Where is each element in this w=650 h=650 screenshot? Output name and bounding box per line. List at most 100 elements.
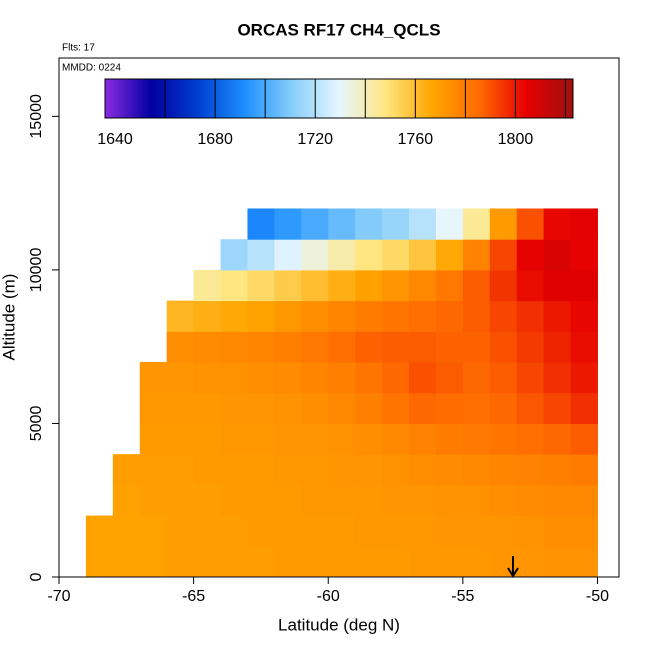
heatmap-cell (193, 269, 222, 302)
heatmap-cell (382, 239, 410, 271)
heatmap-cell (516, 546, 545, 578)
heatmap-cell (301, 239, 329, 271)
heatmap-cell (355, 515, 383, 547)
y-tick-label: 5000 (28, 406, 45, 442)
heatmap-cell (274, 331, 302, 363)
x-tick-label: -65 (182, 588, 205, 605)
heatmap-cell (462, 362, 491, 394)
heatmap-cell (543, 362, 572, 394)
heatmap-cell (112, 454, 141, 486)
heatmap-cell (274, 269, 302, 302)
heatmap-cell (247, 300, 275, 332)
heatmap (85, 208, 598, 578)
heatmap-cell (462, 208, 491, 240)
heatmap-cell (301, 546, 329, 578)
heatmap-cell (516, 423, 545, 455)
heatmap-cell (301, 515, 329, 547)
heatmap-cell (247, 331, 275, 363)
heatmap-cell (543, 300, 572, 332)
colorbar-tick-label: 1640 (97, 131, 133, 148)
heatmap-cell (409, 546, 437, 578)
heatmap-cell (328, 269, 356, 302)
heatmap-cell (382, 208, 410, 240)
heatmap-cell (462, 515, 491, 547)
heatmap-cell (409, 392, 437, 424)
heatmap-cell (435, 515, 464, 547)
heatmap-cell (112, 515, 141, 547)
heatmap-cell (193, 454, 222, 486)
heatmap-cell (570, 331, 598, 363)
heatmap-cell (220, 484, 248, 517)
heatmap-cell (166, 300, 195, 332)
heatmap-cell (220, 546, 248, 578)
heatmap-cell (570, 362, 598, 394)
heatmap-cell (328, 208, 356, 240)
heatmap-cell (462, 331, 491, 363)
heatmap-cell (570, 300, 598, 332)
heatmap-cell (112, 484, 141, 517)
heatmap-cell (462, 239, 491, 271)
y-tick-label: 0 (28, 572, 45, 581)
heatmap-cell (543, 269, 572, 302)
heatmap-cell (274, 208, 302, 240)
heatmap-cell (543, 423, 572, 455)
heatmap-cell (220, 515, 248, 547)
heatmap-cell (543, 454, 572, 486)
heatmap-cell (489, 239, 518, 271)
heatmap-cell (274, 239, 302, 271)
heatmap-cell (193, 362, 222, 394)
heatmap-cell (274, 546, 302, 578)
heatmap-cell (435, 208, 464, 240)
heatmap-cell (516, 239, 545, 271)
heatmap-cell (570, 454, 598, 486)
heatmap-cell (193, 300, 222, 332)
heatmap-cell (489, 454, 518, 486)
heatmap-cell (220, 423, 248, 455)
heatmap-cell (166, 515, 195, 547)
heatmap-cell (382, 515, 410, 547)
heatmap-cell (543, 331, 572, 363)
heatmap-cell (247, 515, 275, 547)
heatmap-cell (301, 269, 329, 302)
heatmap-cell (193, 331, 222, 363)
heatmap-cell (543, 392, 572, 424)
heatmap-cell (382, 331, 410, 363)
heatmap-cell (355, 392, 383, 424)
heatmap-cell (516, 300, 545, 332)
overlay: 1640 1680 1720 1760 1800 -70 -65 -60 -55 -50 0 5000… (28, 57, 620, 605)
heatmap-cell (409, 362, 437, 394)
heatmap-cell (328, 454, 356, 486)
heatmap-cell (462, 454, 491, 486)
heatmap-cell (166, 454, 195, 486)
heatmap-cell (516, 392, 545, 424)
heatmap-cell (516, 484, 545, 517)
heatmap-cell (193, 423, 222, 455)
heatmap-cell (220, 392, 248, 424)
heatmap-cell (166, 362, 195, 394)
heatmap-cell (328, 546, 356, 578)
heatmap-cell (543, 484, 572, 517)
heatmap-cell (139, 362, 168, 394)
heatmap-cell (274, 423, 302, 455)
annotation: MMDD: 0224 (62, 63, 121, 74)
heatmap-cell (139, 392, 168, 424)
heatmap-cell (301, 423, 329, 455)
chart-title: ORCAS RF17 CH4_QCLS (237, 20, 440, 39)
heatmap-cell (516, 208, 545, 240)
heatmap-cell (355, 208, 383, 240)
y-tick-label: 15000 (28, 94, 45, 139)
heatmap-cell (220, 239, 248, 271)
heatmap-cell (355, 269, 383, 302)
heatmap-cell (274, 392, 302, 424)
arrow (507, 556, 519, 578)
heatmap-cell (301, 331, 329, 363)
heatmap-cell (301, 208, 329, 240)
heatmap-cell (462, 269, 491, 302)
heatmap-cell (435, 484, 464, 517)
heatmap-cell (409, 454, 437, 486)
heatmap-cell (247, 546, 275, 578)
heatmap-cell (409, 269, 437, 302)
heatmap-cell (382, 423, 410, 455)
heatmap-cell (247, 239, 275, 271)
